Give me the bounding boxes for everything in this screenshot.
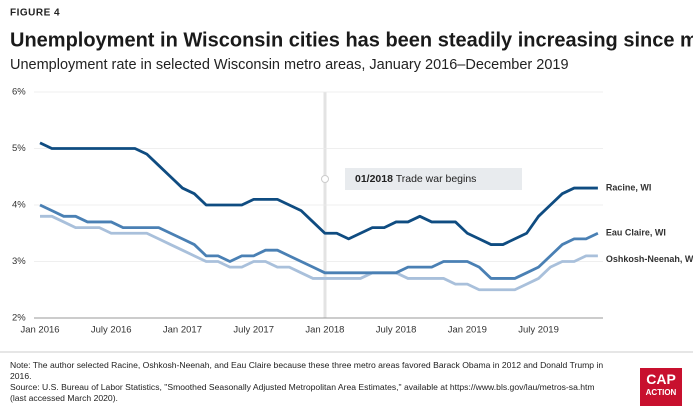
line (39, 203, 599, 280)
note: Note: The author selected Racine, Oshkos… (10, 360, 604, 381)
logo: CAP ACTION (640, 368, 682, 406)
y-tick-label: 4% (12, 200, 26, 211)
line (39, 141, 598, 246)
annotation-date: 01/2018 (355, 173, 393, 185)
annotation-dot (321, 175, 329, 183)
logo-top: CAP (646, 371, 676, 387)
annotation-text: Trade war begins (396, 173, 477, 185)
x-tick-label: Jan 2019 (448, 325, 487, 336)
chart-title: Unemployment in Wisconsin cities has bee… (10, 29, 693, 51)
annotation: 01/2018 Trade war begins (355, 173, 476, 185)
x-tick-label: Jan 2018 (305, 325, 344, 336)
x-tick-label: July 2018 (376, 325, 417, 336)
x-tick-label: Jan 2017 (163, 325, 202, 336)
source: Source: U.S. Bureau of Labor Statistics,… (10, 382, 595, 403)
legend-label: Eau Claire, WI (606, 228, 666, 238)
chart-subtitle: Unemployment rate in selected Wisconsin … (10, 57, 569, 73)
x-tick-label: July 2019 (518, 325, 559, 336)
legend-label: Racine, WI (606, 182, 652, 192)
x-tick-label: July 2017 (233, 325, 274, 336)
y-tick-label: 2% (12, 313, 26, 324)
y-tick-label: 3% (12, 256, 26, 267)
logo-bottom: ACTION (645, 388, 677, 397)
y-tick-label: 5% (12, 143, 26, 154)
y-tick-label: 6% (12, 87, 26, 98)
x-tick-label: Jan 2016 (20, 325, 59, 336)
figure-label: FIGURE 4 (10, 8, 60, 19)
notes: Note: The author selected Racine, Oshkos… (10, 360, 610, 404)
annotation-box (345, 168, 522, 190)
line (40, 214, 598, 292)
x-tick-label: July 2016 (91, 325, 132, 336)
legend-label: Oshkosh-Neenah, WI (606, 254, 693, 264)
